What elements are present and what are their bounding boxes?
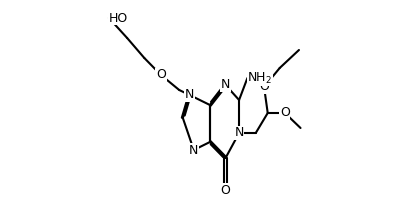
Text: O: O — [156, 68, 166, 82]
Text: N: N — [221, 79, 230, 92]
Text: N: N — [189, 144, 199, 156]
Text: O: O — [280, 107, 290, 119]
Text: N: N — [234, 126, 244, 140]
Text: N: N — [185, 89, 194, 101]
Text: O: O — [259, 80, 269, 94]
Text: O: O — [221, 183, 231, 196]
Text: NH$_2$: NH$_2$ — [247, 70, 272, 86]
Text: HO: HO — [109, 12, 128, 24]
